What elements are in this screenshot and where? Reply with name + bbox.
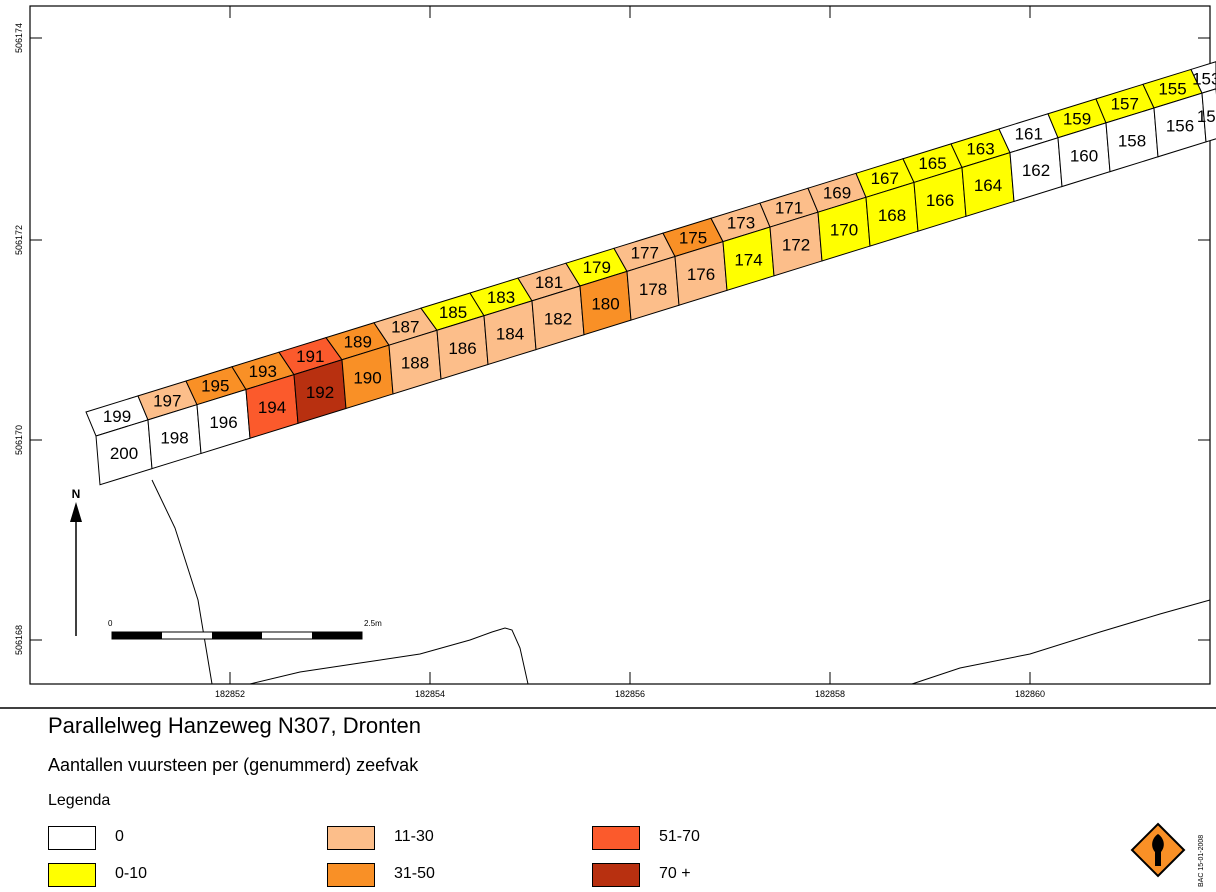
cell-number: 160 [1070, 146, 1098, 165]
legend-label: 0-10 [115, 865, 148, 882]
cell-number: 188 [401, 354, 429, 373]
cell-number: 190 [353, 368, 381, 387]
scale-start-label: 0 [108, 619, 113, 628]
x-axis-label: 182858 [815, 689, 845, 699]
sieve-cells: 199 197 195 193 191 189 187 185 183 181 179 177 175 1… [85, 61, 1216, 486]
cell-number: 170 [830, 221, 858, 240]
x-axis-label: 182854 [415, 689, 445, 699]
grid-ticks [30, 6, 1210, 684]
cell-number: 178 [639, 280, 667, 299]
cell-number: 197 [153, 391, 181, 410]
cell-number: 167 [871, 169, 899, 188]
scale-end-label: 2.5m [364, 619, 382, 628]
cell-number: 159 [1063, 109, 1091, 128]
cell-number: 200 [110, 444, 138, 463]
cell-number: 162 [1022, 161, 1050, 180]
legend-swatch [327, 863, 375, 887]
credit-text: BAC 15-01-2008 [1198, 834, 1205, 887]
cell-number: 168 [878, 206, 906, 225]
cell-number: 185 [439, 303, 467, 322]
legend-label: 0 [115, 828, 124, 845]
cell-number: 196 [209, 413, 237, 432]
trowel-logo-icon [1130, 822, 1186, 878]
cell-number: 184 [496, 324, 524, 343]
cell-number: 198 [160, 428, 188, 447]
cell-number: 158 [1118, 131, 1146, 150]
sieve-cell [1201, 88, 1216, 143]
cell-number: 171 [775, 199, 803, 218]
legend-swatch [327, 826, 375, 850]
cell-number: 194 [258, 398, 286, 417]
cell-number: 187 [391, 318, 419, 337]
cell-number: 186 [448, 339, 476, 358]
cell-number: 180 [591, 295, 619, 314]
cell-number: 173 [727, 214, 755, 233]
cell-number: 192 [306, 383, 334, 402]
cell-number: 193 [249, 362, 277, 381]
cell-number: 161 [1015, 124, 1043, 143]
cell-number: 174 [734, 250, 762, 269]
x-axis-label: 182852 [215, 689, 245, 699]
cell-number: 191 [296, 347, 324, 366]
cell-number: 165 [918, 154, 946, 173]
legend-swatch [48, 826, 96, 850]
legend-swatch [48, 863, 96, 887]
cell-number: 157 [1111, 95, 1139, 114]
map-border [29, 5, 1211, 685]
cell-number: 175 [679, 228, 707, 247]
y-axis-label: 506170 [14, 425, 24, 455]
legend-label: 70 + [659, 865, 691, 882]
cell-number: 181 [535, 273, 563, 292]
axis-labels: 182852 182854 182856 182858 182860 506174 5061… [14, 23, 1045, 699]
map-subtitle: Aantallen vuursteen per (genummerd) zeef… [48, 755, 419, 775]
legend-label: 31-50 [394, 865, 435, 882]
cell-number: 169 [823, 184, 851, 203]
scale-bar: 0 2.5m [108, 619, 382, 640]
cell-number: 182 [544, 309, 572, 328]
legend-label: 11-30 [394, 828, 434, 845]
north-arrow: N [70, 487, 82, 636]
y-axis-label: 506174 [14, 23, 24, 53]
cell-number: 172 [782, 236, 810, 255]
terrain-lines [151, 479, 1211, 685]
cell-number: 164 [974, 176, 1002, 195]
map-frame: 1991971951931911891871851831811791771751… [0, 5, 1216, 709]
cell-number: 189 [344, 332, 372, 351]
legend-heading: Legenda [48, 792, 111, 809]
cell-number: 179 [583, 258, 611, 277]
cell-number: 156 [1166, 117, 1194, 136]
cell-number: 183 [487, 288, 515, 307]
y-axis-label: 506172 [14, 225, 24, 255]
cell-number: 166 [926, 191, 954, 210]
cell-number: 199 [103, 407, 131, 426]
cell-number: 155 [1158, 80, 1186, 99]
legend-swatch [592, 863, 640, 887]
y-axis-label: 506168 [14, 625, 24, 655]
x-axis-label: 182856 [615, 689, 645, 699]
ditch-line [151, 479, 213, 685]
north-label: N [72, 487, 81, 501]
cell-number: 153 [1192, 69, 1216, 88]
cell-number: 163 [966, 139, 994, 158]
map-title: Parallelweg Hanzeweg N307, Dronten [48, 713, 421, 738]
cell-number: 154 [1197, 107, 1216, 126]
sieve-cell [1190, 61, 1216, 94]
cell-number: 177 [631, 243, 659, 262]
legend-label: 51-70 [659, 828, 700, 845]
north-arrow-head-icon [70, 502, 82, 522]
cell-number: 195 [201, 376, 229, 395]
x-axis-label: 182860 [1015, 689, 1045, 699]
legend-swatch [592, 826, 640, 850]
cell-number: 176 [687, 265, 715, 284]
